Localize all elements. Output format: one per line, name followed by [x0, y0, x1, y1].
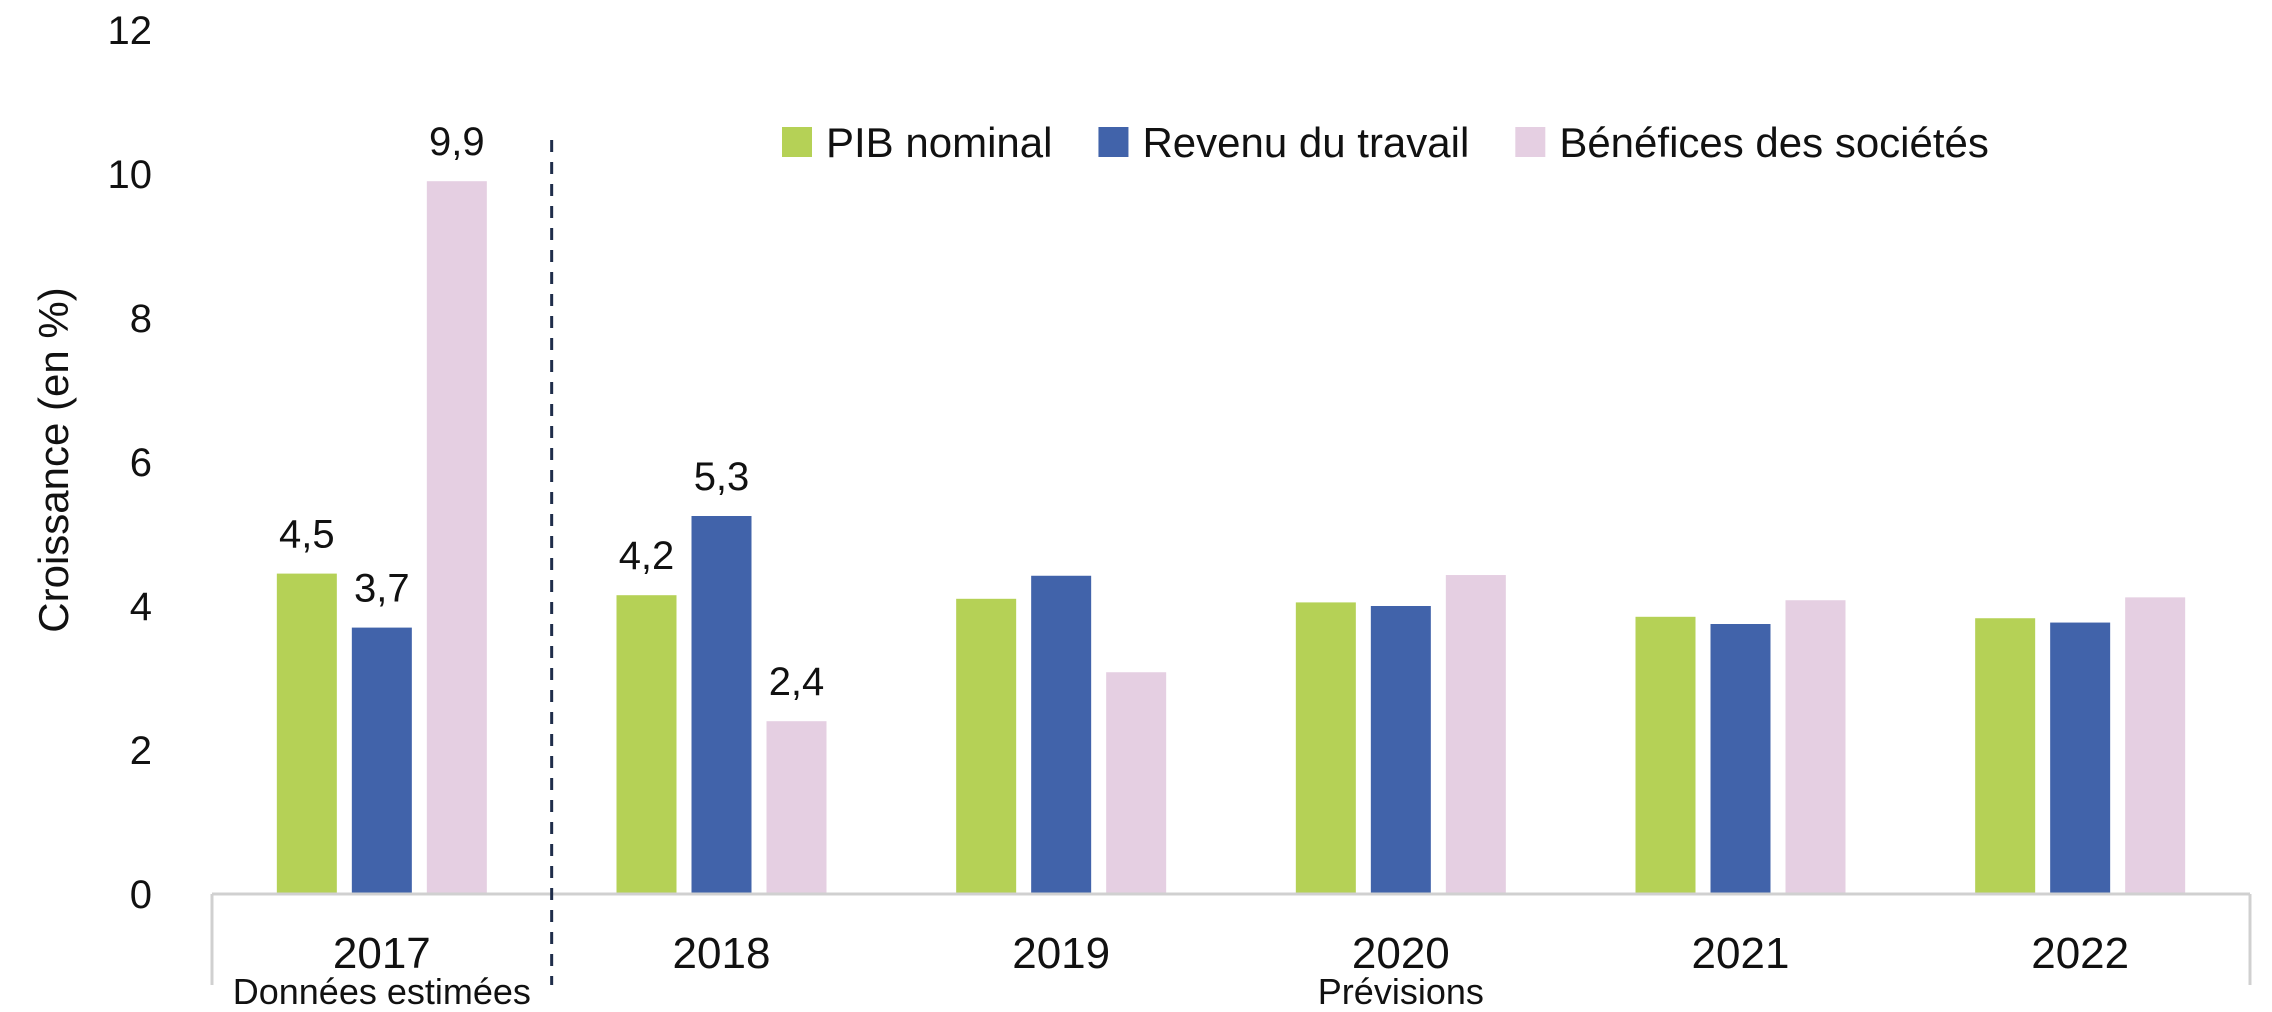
bars [276, 181, 2186, 894]
bar [766, 721, 827, 894]
bar [1710, 624, 1771, 894]
data-label: 5,3 [694, 455, 750, 499]
bar [1295, 602, 1356, 894]
period-label: Prévisions [1318, 971, 1484, 1012]
bar [2050, 622, 2111, 894]
x-tick-label: 2018 [673, 929, 771, 978]
bar [956, 598, 1017, 894]
y-tick-label: 12 [108, 9, 153, 53]
legend-swatch [782, 127, 812, 157]
data-label: 2,4 [769, 660, 825, 704]
y-tick-label: 2 [130, 729, 152, 773]
data-label: 3,7 [354, 567, 410, 611]
bar [276, 573, 337, 894]
bar [616, 595, 677, 894]
y-tick-label: 0 [130, 873, 152, 917]
x-axis: 2017 2018 2019 2020 2021 2022 Données estimées… [210, 140, 2252, 1012]
data-label: 4,5 [279, 513, 335, 557]
legend-label: Bénéfices des sociétés [1559, 119, 1989, 166]
bar [691, 516, 752, 894]
bar [1031, 575, 1092, 894]
bar [1635, 616, 1696, 894]
y-axis-label: Croissance (en %) [30, 287, 77, 632]
y-axis-ticks: 0 2 4 6 8 10 12 [108, 9, 153, 917]
x-tick-label: 2019 [1012, 929, 1110, 978]
bar [1106, 672, 1167, 894]
y-tick-label: 4 [130, 585, 152, 629]
legend-label: PIB nominal [826, 119, 1052, 166]
legend-label: Revenu du travail [1142, 119, 1469, 166]
bar [2125, 597, 2186, 894]
x-tick-label: 2017 [333, 929, 431, 978]
bar [1370, 606, 1431, 894]
y-tick-label: 6 [130, 441, 152, 485]
data-label: 4,2 [619, 534, 675, 578]
legend-swatch [1098, 127, 1129, 157]
bar [1785, 600, 1846, 894]
legend: PIB nominal Revenu du travail Bénéfices de… [782, 119, 1989, 166]
bar [426, 181, 487, 894]
y-tick-label: 10 [108, 153, 153, 197]
y-tick-label: 8 [130, 297, 152, 341]
bar [351, 627, 412, 894]
data-label: 9,9 [429, 120, 485, 164]
data-labels: 4,5 3,7 9,9 4,2 5,3 2,4 [279, 120, 824, 704]
period-label: Données estimées [233, 971, 531, 1012]
legend-swatch [1515, 127, 1546, 157]
x-tick-label: 2020 [1352, 929, 1450, 978]
x-tick-label: 2021 [1692, 929, 1790, 978]
bar [1445, 575, 1506, 894]
bar [1975, 618, 2036, 894]
x-tick-label: 2022 [2031, 929, 2129, 978]
